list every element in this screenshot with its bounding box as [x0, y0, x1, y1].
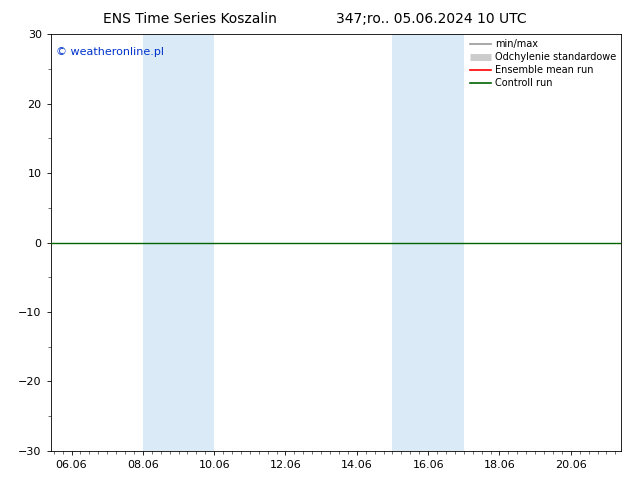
- Text: ENS Time Series Koszalin: ENS Time Series Koszalin: [103, 12, 277, 26]
- Text: 347;ro.. 05.06.2024 10 UTC: 347;ro.. 05.06.2024 10 UTC: [336, 12, 526, 26]
- Bar: [392, 34, 464, 451]
- Text: © weatheronline.pl: © weatheronline.pl: [56, 47, 164, 57]
- Bar: [143, 34, 214, 451]
- Legend: min/max, Odchylenie standardowe, Ensemble mean run, Controll run: min/max, Odchylenie standardowe, Ensembl…: [470, 39, 616, 88]
